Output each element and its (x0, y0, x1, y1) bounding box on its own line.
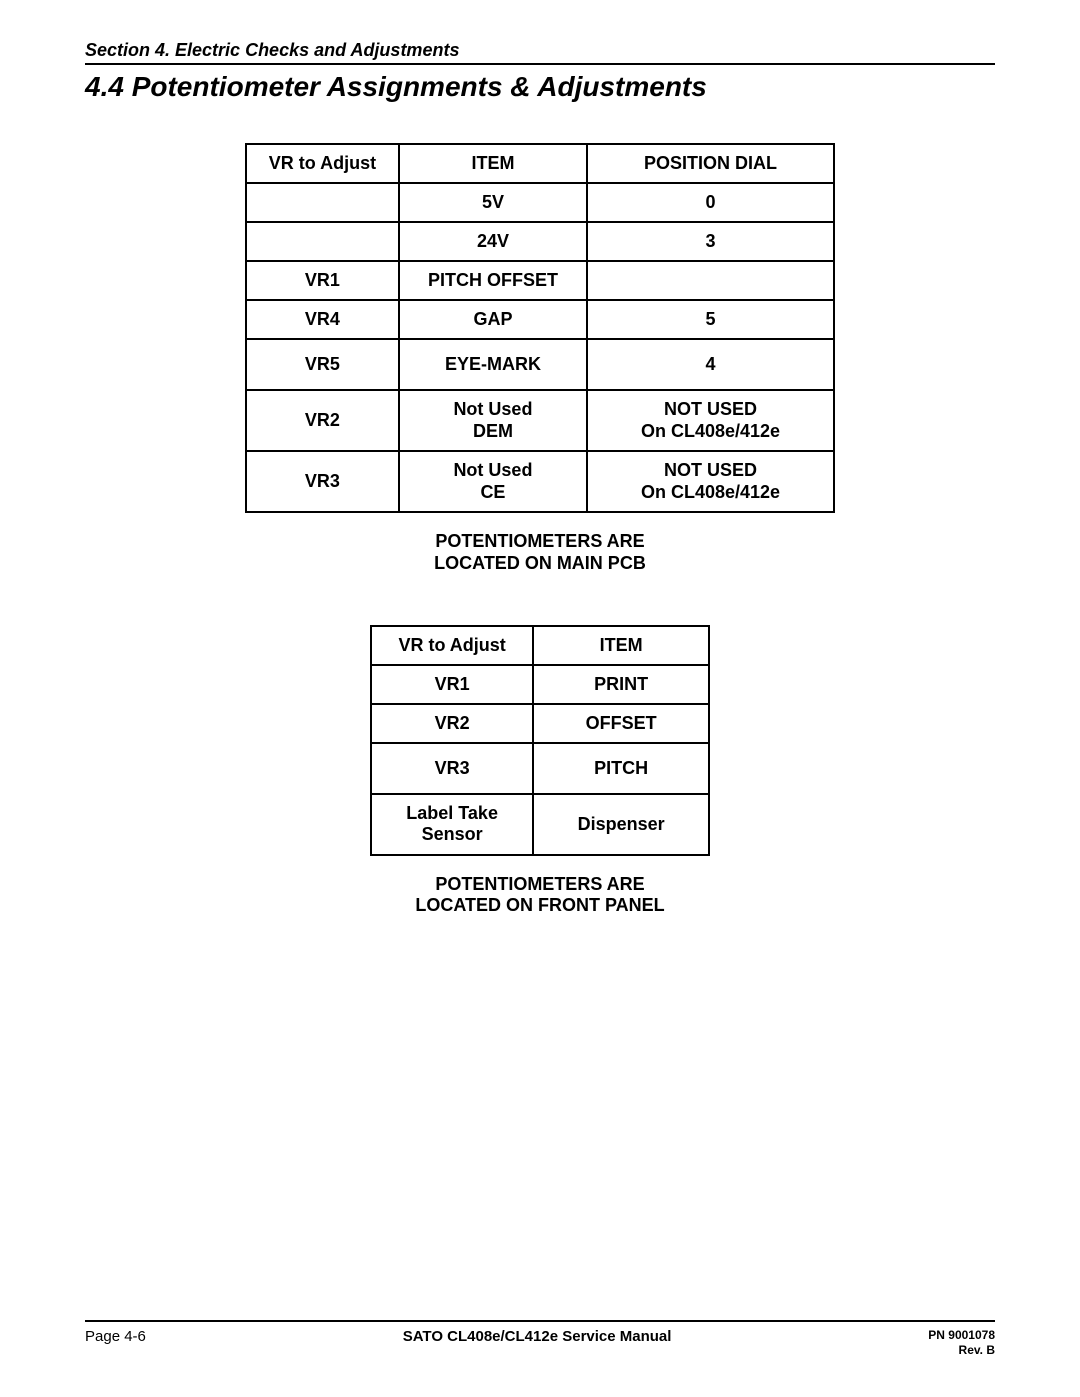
cell-line: DEM (406, 421, 580, 443)
cell-line: Not Used (406, 399, 580, 421)
table-row: Label Take Sensor Dispenser (371, 794, 709, 855)
caption-line: LOCATED ON MAIN PCB (245, 553, 835, 575)
section-header: Section 4. Electric Checks and Adjustmen… (85, 40, 995, 61)
cell: OFFSET (533, 704, 709, 743)
cell: 5 (587, 300, 834, 339)
table-row: 5V 0 (246, 183, 834, 222)
cell (246, 222, 399, 261)
main-pcb-table-wrap: VR to Adjust ITEM POSITION DIAL 5V 0 24V… (245, 143, 835, 575)
cell-line: Sensor (378, 824, 526, 846)
table-header-row: VR to Adjust ITEM (371, 626, 709, 665)
th-item: ITEM (399, 144, 587, 183)
cell-line: CE (406, 482, 580, 504)
cell: 5V (399, 183, 587, 222)
main-pcb-caption: POTENTIOMETERS ARE LOCATED ON MAIN PCB (245, 531, 835, 574)
cell: VR1 (371, 665, 533, 704)
cell: VR2 (246, 390, 399, 451)
front-panel-caption: POTENTIOMETERS ARE LOCATED ON FRONT PANE… (370, 874, 710, 917)
footer-rev: Rev. B (928, 1343, 995, 1357)
cell: VR1 (246, 261, 399, 300)
front-panel-table: VR to Adjust ITEM VR1 PRINT VR2 OFFSET V… (370, 625, 710, 856)
cell: Label Take Sensor (371, 794, 533, 855)
cell (587, 261, 834, 300)
caption-line: POTENTIOMETERS ARE (370, 874, 710, 896)
th-vr-adjust: VR to Adjust (246, 144, 399, 183)
table-row: VR3 Not Used CE NOT USED On CL408e/412e (246, 451, 834, 512)
footer-rule (85, 1320, 995, 1322)
cell: Not Used CE (399, 451, 587, 512)
cell: PRINT (533, 665, 709, 704)
table-row: VR1 PRINT (371, 665, 709, 704)
table-header-row: VR to Adjust ITEM POSITION DIAL (246, 144, 834, 183)
table-row: VR2 OFFSET (371, 704, 709, 743)
cell-line: NOT USED (594, 399, 827, 421)
cell: 0 (587, 183, 834, 222)
footer-part-number: PN 9001078 Rev. B (928, 1328, 995, 1357)
table-row: VR5 EYE-MARK 4 (246, 339, 834, 390)
cell: NOT USED On CL408e/412e (587, 390, 834, 451)
cell: GAP (399, 300, 587, 339)
cell: 3 (587, 222, 834, 261)
cell-line: Label Take (378, 803, 526, 825)
cell: EYE-MARK (399, 339, 587, 390)
cell: VR3 (371, 743, 533, 794)
table-row: VR2 Not Used DEM NOT USED On CL408e/412e (246, 390, 834, 451)
footer-pn: PN 9001078 (928, 1328, 995, 1342)
front-panel-table-wrap: VR to Adjust ITEM VR1 PRINT VR2 OFFSET V… (370, 625, 710, 917)
cell: VR2 (371, 704, 533, 743)
th-position-dial: POSITION DIAL (587, 144, 834, 183)
table-row: 24V 3 (246, 222, 834, 261)
th-vr-adjust: VR to Adjust (371, 626, 533, 665)
cell: Dispenser (533, 794, 709, 855)
main-pcb-table: VR to Adjust ITEM POSITION DIAL 5V 0 24V… (245, 143, 835, 513)
table-row: VR3 PITCH (371, 743, 709, 794)
cell: 24V (399, 222, 587, 261)
cell: VR4 (246, 300, 399, 339)
spacer (85, 575, 995, 625)
header-rule (85, 63, 995, 65)
cell: PITCH OFFSET (399, 261, 587, 300)
caption-line: LOCATED ON FRONT PANEL (370, 895, 710, 917)
cell: PITCH (533, 743, 709, 794)
cell: NOT USED On CL408e/412e (587, 451, 834, 512)
cell: VR5 (246, 339, 399, 390)
cell: Not Used DEM (399, 390, 587, 451)
cell-line: Not Used (406, 460, 580, 482)
footer-row: Page 4-6 SATO CL408e/CL412e Service Manu… (85, 1328, 995, 1357)
table-row: VR1 PITCH OFFSET (246, 261, 834, 300)
footer-page-number: Page 4-6 (85, 1328, 146, 1345)
cell-line: NOT USED (594, 460, 827, 482)
footer-manual-title: SATO CL408e/CL412e Service Manual (146, 1328, 928, 1345)
cell-line: On CL408e/412e (594, 482, 827, 504)
page-footer: Page 4-6 SATO CL408e/CL412e Service Manu… (85, 1320, 995, 1357)
cell: VR3 (246, 451, 399, 512)
cell: 4 (587, 339, 834, 390)
page: Section 4. Electric Checks and Adjustmen… (0, 0, 1080, 1397)
caption-line: POTENTIOMETERS ARE (245, 531, 835, 553)
cell-line: On CL408e/412e (594, 421, 827, 443)
page-title: 4.4 Potentiometer Assignments & Adjustme… (85, 71, 995, 103)
th-item: ITEM (533, 626, 709, 665)
table-row: VR4 GAP 5 (246, 300, 834, 339)
cell (246, 183, 399, 222)
